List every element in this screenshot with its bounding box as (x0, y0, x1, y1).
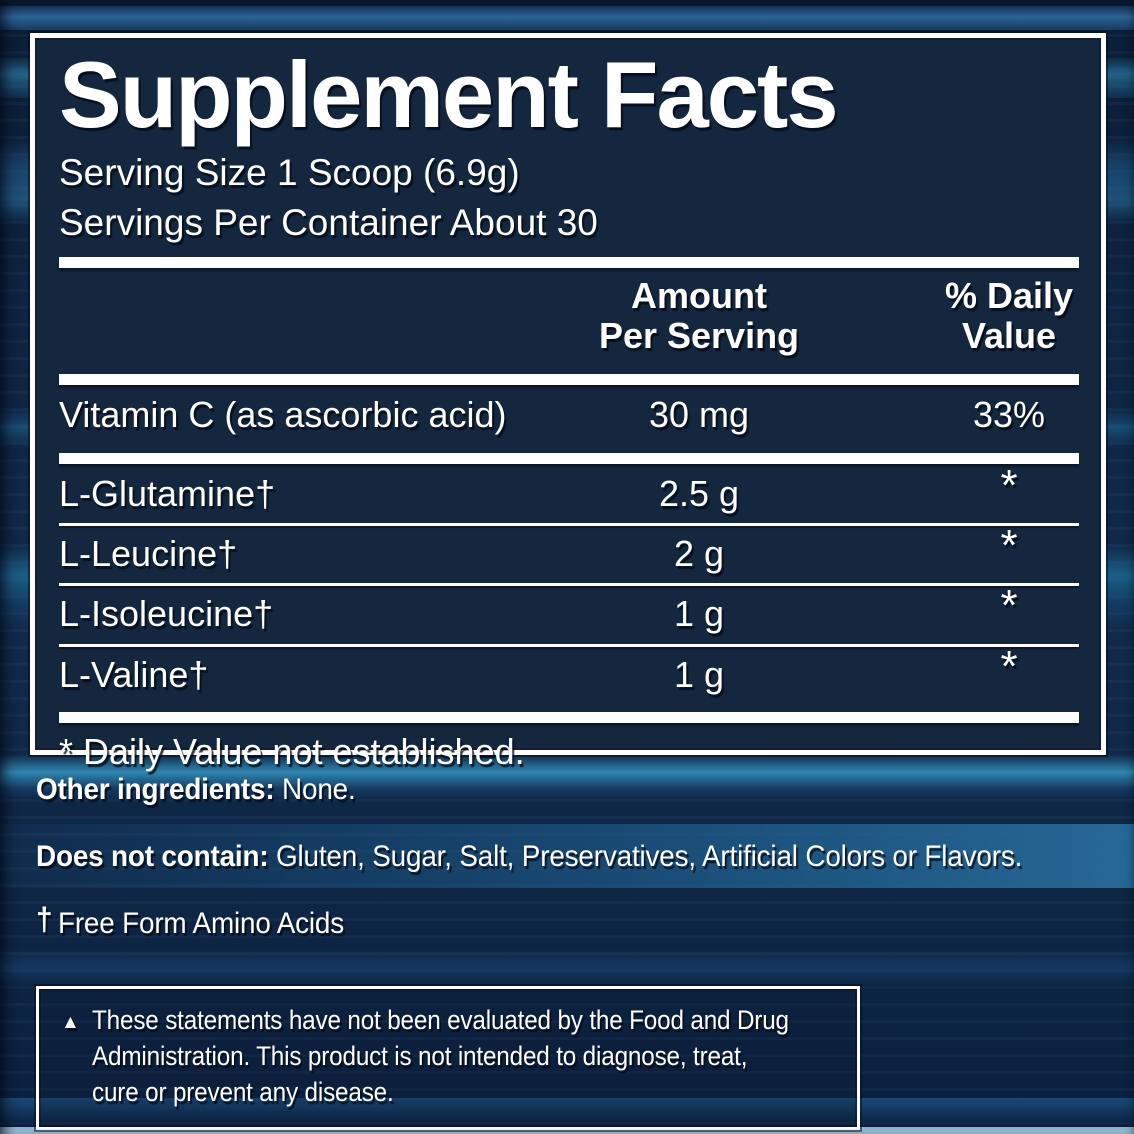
daily-value-footnote: * Daily Value not established. (59, 730, 525, 772)
nutrient-amount: 30 mg (648, 394, 750, 436)
disclaimer-line-1: These statements have not been evaluated… (91, 1005, 789, 1035)
nutrient-daily-value: * (1000, 641, 1018, 691)
divider-thin (59, 643, 1079, 647)
divider-thick (59, 452, 1079, 464)
header-amount-line2: Per Serving (598, 314, 800, 356)
warning-triangle-icon: ▲ (61, 1012, 80, 1033)
divider-thin (59, 583, 1079, 587)
header-amount-line1: Amount (631, 274, 767, 316)
nutrient-amount: 1 g (673, 593, 725, 635)
table-header: Amount Per Serving % Daily Value (59, 270, 1079, 367)
other-ingredients-value: None. (282, 773, 356, 806)
header-daily-value: % Daily Value (839, 274, 1079, 357)
divider-thick (59, 711, 1079, 723)
does-not-contain-label: Does not contain: (36, 840, 269, 873)
header-dv-line1: % Daily (944, 274, 1074, 316)
divider-thick (59, 256, 1079, 268)
other-ingredients: Other ingredients: None. (36, 772, 380, 808)
fda-disclaimer-box: ▲ These statements have not been evaluat… (36, 986, 860, 1130)
disclaimer-line-3: cure or prevent any disease. (91, 1076, 394, 1107)
header-dv-line2: Value (961, 314, 1057, 356)
disclaimer-text: These statements have not been evaluated… (92, 1003, 866, 1111)
does-not-contain-value: Gluten, Sugar, Salt, Preservatives, Arti… (276, 840, 1023, 873)
supplement-facts-panel: Supplement Facts Serving Size 1 Scoop (6… (30, 33, 1106, 772)
nutrient-amount: 2 g (673, 532, 725, 574)
nutrient-amount: 2.5 g (658, 472, 740, 514)
amino-acid-note: † Free Form Amino Acids (36, 901, 367, 942)
serving-size: Serving Size 1 Scoop (6.9g) (59, 152, 520, 193)
nutrient-daily-value: * (1000, 460, 1018, 510)
does-not-contain: Does not contain: Gluten, Sugar, Salt, P… (36, 839, 1096, 875)
nutrient-daily-value: * (1000, 581, 1018, 631)
panel-title: Supplement Facts (59, 42, 839, 147)
servings-per-container: Servings Per Container About 30 (59, 202, 598, 244)
nutrient-row-valine: L-Valine† 1 g * (59, 641, 1079, 704)
nutrient-daily-value: 33% (972, 394, 1046, 436)
nutrient-name: L-Glutamine† (59, 472, 276, 514)
nutrient-name: L-Isoleucine† (59, 593, 274, 635)
nutrient-name: L-Valine† (59, 653, 209, 695)
disclaimer-line-2: Administration. This product is not inte… (91, 1040, 748, 1071)
nutrient-row-glutamine: L-Glutamine† 2.5 g * (59, 460, 1079, 523)
header-amount: Amount Per Serving (559, 274, 839, 357)
divider-thin (59, 522, 1079, 526)
nutrient-row-vitamin-c: Vitamin C (as ascorbic acid) 30 mg 33% (59, 387, 1079, 444)
dagger-icon: † (36, 901, 53, 937)
nutrient-amount: 1 g (673, 653, 725, 695)
amino-note-text: Free Form Amino Acids (57, 907, 345, 940)
nutrient-row-leucine: L-Leucine† 2 g * (59, 520, 1079, 583)
nutrient-row-isoleucine: L-Isoleucine† 1 g * (59, 581, 1079, 643)
divider-thick (59, 374, 1079, 386)
nutrient-name: Vitamin C (as ascorbic acid) (59, 394, 507, 436)
other-ingredients-label: Other ingredients: (36, 773, 275, 806)
nutrient-daily-value: * (1000, 520, 1018, 570)
nutrient-name: L-Leucine† (59, 532, 238, 574)
